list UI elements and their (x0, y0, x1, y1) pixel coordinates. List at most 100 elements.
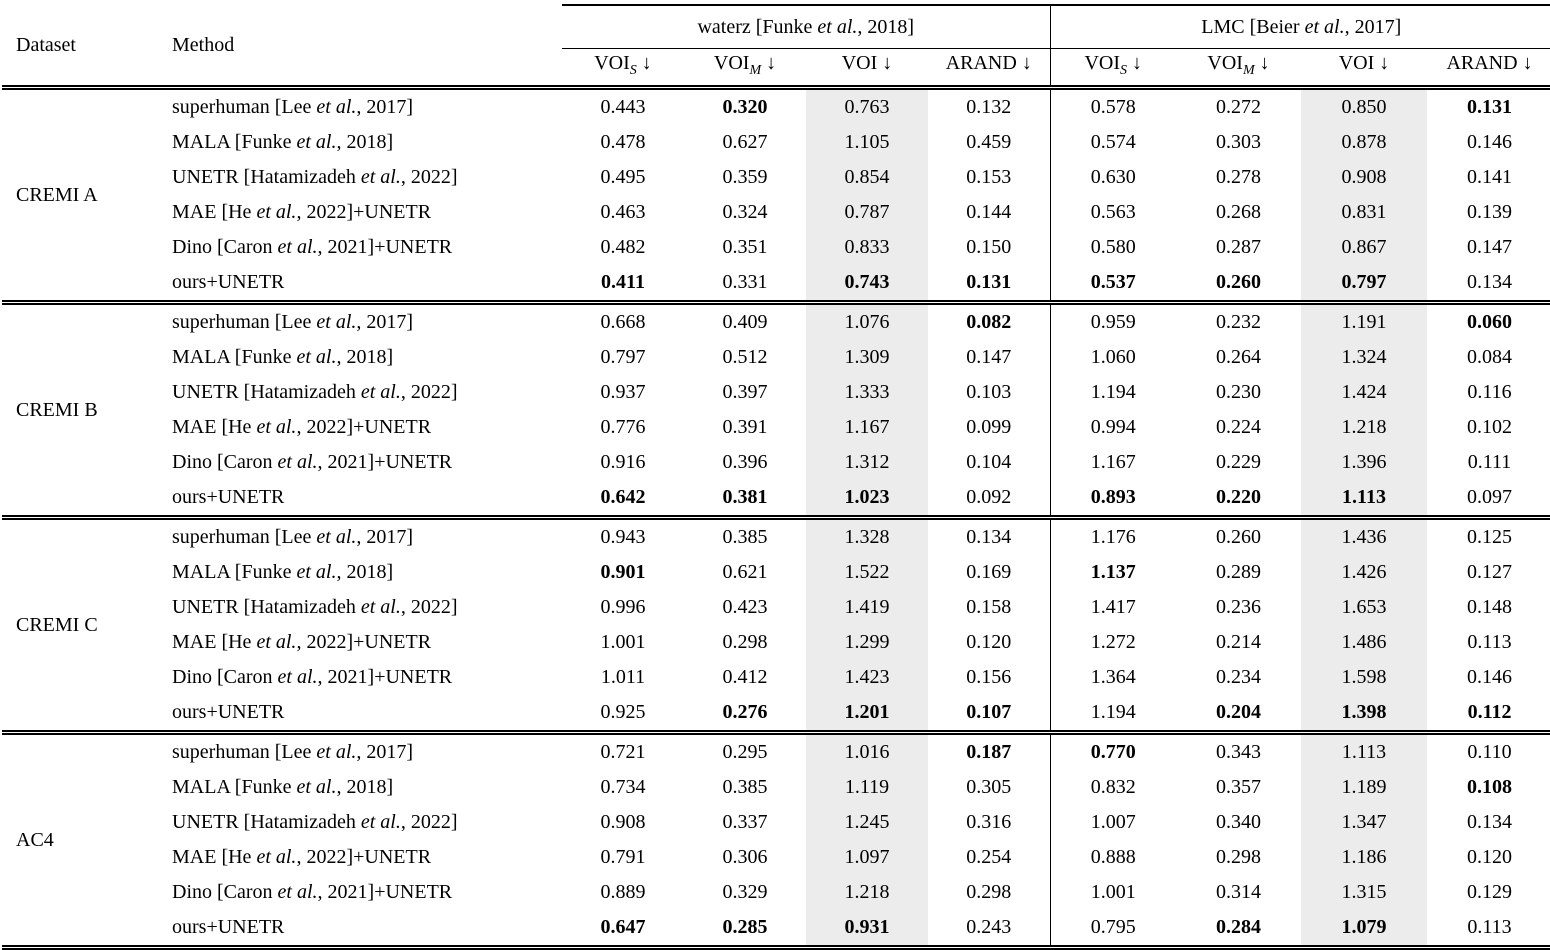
lmc-arand-value: 0.131 (1467, 96, 1513, 118)
col-header-arand-waterz: ARAND ↓ (928, 48, 1050, 90)
lmc-voi-s-value: 1.194 (1049, 695, 1176, 733)
table-row: MAE [He et al., 2022]+UNETR 0.463 0.324 0.7… (2, 195, 1550, 230)
waterz-voi-m-value: 0.351 (722, 236, 768, 258)
waterz-arand-value: 0.459 (966, 131, 1012, 153)
waterz-voi-value: 1.167 (806, 410, 928, 445)
method-cell: superhuman [Lee et al., 2017] (148, 730, 562, 770)
waterz-voi-m-value: 0.320 (722, 96, 768, 118)
lmc-arand-value: 0.134 (1467, 811, 1513, 833)
down-arrow-icon: ↓ (1259, 52, 1270, 74)
col-header-voi-m-waterz: VOIM ↓ (684, 48, 806, 90)
method-cell: superhuman [Lee et al., 2017] (148, 300, 562, 340)
method-cell: Dino [Caron et al., 2021]+UNETR (172, 666, 453, 688)
waterz-voi-value: 0.763 (806, 87, 928, 125)
lmc-voi-m-value: 0.278 (1216, 166, 1261, 188)
lmc-arand-value: 0.139 (1467, 201, 1513, 223)
lmc-voi-s-value: 0.537 (1049, 265, 1176, 303)
lmc-voi-m-value: 0.303 (1216, 131, 1261, 153)
waterz-voi-value: 1.097 (806, 840, 928, 875)
method-cell: MALA [Funke et al., 2018] (172, 131, 394, 153)
waterz-voi-s-value: 0.916 (600, 451, 646, 473)
table-row: Dino [Caron et al., 2021]+UNETR 0.889 0.32… (2, 875, 1550, 910)
waterz-voi-value: 1.312 (806, 445, 928, 480)
waterz-voi-s-value: 0.734 (600, 776, 646, 798)
lmc-voi-m-value: 0.229 (1216, 451, 1261, 473)
lmc-voi-s-value: 1.137 (1049, 555, 1176, 590)
lmc-voi-s-value: 1.001 (1049, 875, 1176, 910)
waterz-voi-s-value: 0.901 (600, 561, 646, 583)
col-header-voi-m-lmc: VOIM ↓ (1176, 48, 1301, 90)
paper-results-table-page: Dataset Method waterz [Funke et al., 201… (2, 4, 1550, 950)
col-header-voi-lmc: VOI ↓ (1301, 48, 1427, 90)
lmc-voi-m-value: 0.260 (1216, 271, 1261, 293)
lmc-voi-m-value: 0.272 (1216, 96, 1261, 118)
waterz-voi-s-value: 1.001 (600, 631, 646, 653)
lmc-voi-s-value: 1.060 (1049, 340, 1176, 375)
waterz-voi-m-value: 0.412 (722, 666, 768, 688)
waterz-voi-value: 1.423 (806, 660, 928, 695)
method-cell: MALA [Funke et al., 2018] (172, 561, 394, 583)
table-row: MALA [Funke et al., 2018] 0.734 0.385 1.119… (2, 770, 1550, 805)
lmc-voi-m-value: 0.264 (1216, 346, 1261, 368)
waterz-voi-value: 1.119 (806, 770, 928, 805)
lmc-voi-value: 1.396 (1301, 445, 1427, 480)
waterz-voi-m-value: 0.381 (722, 486, 768, 508)
group-lmc-year: , 2017] (1344, 15, 1402, 38)
lmc-voi-value: 1.653 (1301, 590, 1427, 625)
col-header-voi-s-waterz: VOIS ↓ (562, 48, 684, 90)
lmc-voi-value: 1.189 (1301, 770, 1427, 805)
down-arrow-icon: ↓ (641, 52, 652, 74)
waterz-arand-value: 0.131 (966, 271, 1012, 293)
lmc-voi-s-value: 0.893 (1049, 480, 1176, 518)
table-row: UNETR [Hatamizadeh et al., 2022] 0.908 0.3… (2, 805, 1550, 840)
lmc-voi-s-value: 1.167 (1049, 445, 1176, 480)
down-arrow-icon: ↓ (882, 52, 893, 74)
down-arrow-icon: ↓ (766, 52, 777, 74)
lmc-voi-s-value: 0.574 (1049, 125, 1176, 160)
waterz-arand-value: 0.254 (966, 846, 1012, 868)
table-row: Dino [Caron et al., 2021]+UNETR 0.916 0.39… (2, 445, 1550, 480)
lmc-arand-value: 0.146 (1467, 131, 1513, 153)
table-row: MALA [Funke et al., 2018] 0.478 0.627 1.105… (2, 125, 1550, 160)
down-arrow-icon: ↓ (1132, 52, 1143, 74)
col-header-dataset: Dataset (2, 5, 148, 90)
waterz-voi-s-value: 0.642 (600, 486, 646, 508)
waterz-arand-value: 0.134 (928, 515, 1050, 555)
lmc-voi-value: 1.598 (1301, 660, 1427, 695)
waterz-voi-value: 0.787 (806, 195, 928, 230)
lmc-voi-s-value: 0.770 (1049, 730, 1176, 770)
waterz-arand-value: 0.316 (966, 811, 1012, 833)
waterz-voi-m-value: 0.331 (722, 271, 768, 293)
waterz-voi-m-value: 0.423 (722, 596, 768, 618)
table-row: Dino [Caron et al., 2021]+UNETR 1.011 0.41… (2, 660, 1550, 695)
metric-header-row: VOIS ↓ VOIM ↓ VOI ↓ ARAND ↓ VOIS ↓ VOIM ↓ VOI ↓… (2, 48, 1550, 90)
waterz-voi-value: 1.522 (806, 555, 928, 590)
method-cell: Dino [Caron et al., 2021]+UNETR (172, 881, 453, 903)
waterz-arand-value: 0.132 (966, 96, 1012, 118)
table-row: MAE [He et al., 2022]+UNETR 1.001 0.298 1.2… (2, 625, 1550, 660)
results-table: Dataset Method waterz [Funke et al., 201… (2, 4, 1550, 950)
waterz-voi-m-value: 0.409 (684, 300, 806, 340)
waterz-voi-m-value: 0.391 (722, 416, 768, 438)
waterz-voi-s-value: 0.647 (600, 916, 646, 938)
lmc-voi-m-value: 0.230 (1216, 381, 1261, 403)
waterz-voi-m-value: 0.385 (684, 515, 806, 555)
lmc-voi-s-value: 1.007 (1049, 805, 1176, 840)
col-header-voi-s-lmc: VOIS ↓ (1049, 48, 1176, 90)
waterz-voi-s-value: 0.495 (600, 166, 646, 188)
group-header-row: Dataset Method waterz [Funke et al., 201… (2, 4, 1550, 90)
lmc-voi-m-value: 0.289 (1216, 561, 1261, 583)
method-cell: ours+UNETR (172, 271, 285, 293)
dataset-cell: AC4 (2, 730, 148, 948)
waterz-arand-value: 0.147 (966, 346, 1012, 368)
lmc-arand-value: 0.148 (1467, 596, 1513, 618)
group-waterz-etal: et al. (817, 15, 858, 38)
waterz-voi-m-value: 0.396 (722, 451, 768, 473)
lmc-voi-value: 1.113 (1301, 730, 1427, 770)
lmc-voi-value: 1.436 (1301, 515, 1427, 555)
lmc-voi-s-value: 0.994 (1049, 410, 1176, 445)
lmc-voi-value: 0.908 (1301, 160, 1427, 195)
waterz-arand-value: 0.150 (966, 236, 1012, 258)
table-row: UNETR [Hatamizadeh et al., 2022] 0.937 0.3… (2, 375, 1550, 410)
